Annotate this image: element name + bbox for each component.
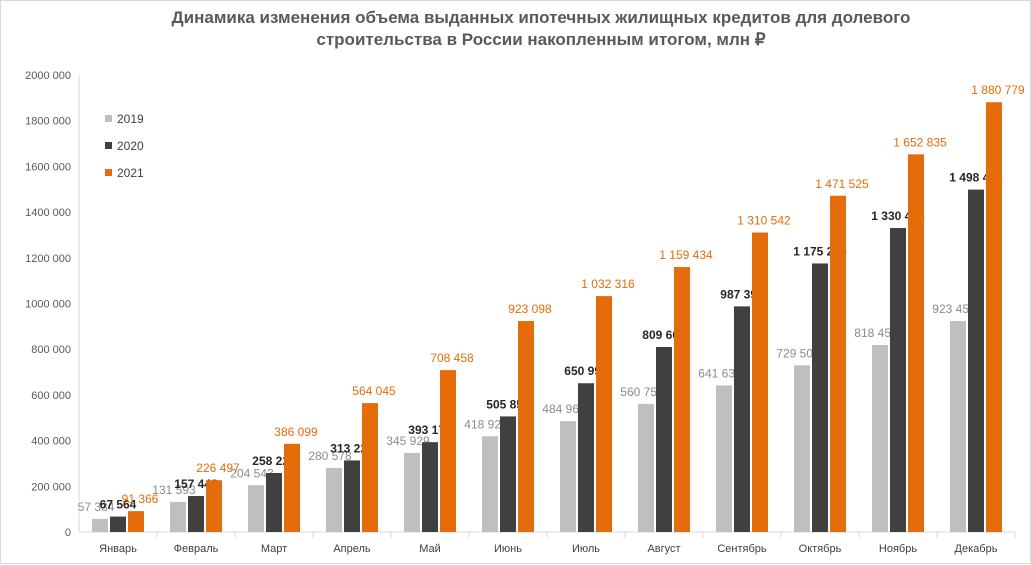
y-tick-label: 1600 000	[25, 161, 71, 173]
bar-2020-10	[812, 263, 828, 532]
bar-2019-6	[482, 436, 498, 532]
chart-title-line-2: строительства в России накопленным итого…	[316, 30, 766, 49]
data-label-2019-11: 818 452	[854, 326, 898, 340]
bar-2021-3	[284, 443, 300, 532]
data-label-2021-9: 1 310 542	[737, 214, 791, 228]
y-tick-label: 1000 000	[25, 299, 71, 311]
y-tick-label: 1800 000	[25, 116, 71, 128]
x-tick-label: Июнь	[494, 543, 522, 555]
bar-2021-10	[830, 195, 846, 532]
bar-2020-9	[734, 306, 750, 532]
x-tick-label: Июль	[572, 543, 600, 555]
x-tick-label: Март	[261, 543, 287, 555]
y-tick-label: 200 000	[31, 481, 71, 493]
x-tick-label: Октябрь	[799, 543, 842, 555]
bar-2019-10	[794, 365, 810, 532]
data-label-2019-7: 484 960	[542, 402, 586, 416]
legend-label-2021: 2021	[117, 166, 144, 180]
y-tick-label: 0	[65, 527, 71, 539]
bar-2019-4	[326, 467, 342, 532]
data-label-2019-1: 57 334	[78, 500, 115, 514]
bar-2021-9	[752, 232, 768, 533]
bar-2020-3	[266, 472, 282, 532]
data-label-2019-9: 641 636	[698, 366, 742, 380]
data-label-2021-11: 1 652 835	[893, 135, 947, 149]
x-tick-label: Декабрь	[955, 543, 998, 555]
bar-2021-5	[440, 370, 456, 532]
data-label-2021-6: 923 098	[508, 302, 552, 316]
y-tick-label: 400 000	[31, 436, 71, 448]
data-label-2021-8: 1 159 434	[659, 248, 713, 262]
y-tick-label: 600 000	[31, 390, 71, 402]
x-tick-label: Ноябрь	[879, 543, 917, 555]
bar-2021-8	[674, 267, 690, 532]
bar-2021-4	[362, 403, 378, 532]
bar-2020-4	[344, 460, 360, 532]
bar-2020-6	[500, 416, 516, 532]
bar-2019-5	[404, 452, 420, 532]
bar-2020-5	[422, 442, 438, 532]
bar-2020-1	[110, 516, 126, 532]
y-tick-label: 1200 000	[25, 253, 71, 265]
bar-2020-11	[890, 227, 906, 532]
bar-2019-1	[92, 518, 108, 532]
data-label-2019-3: 204 543	[230, 466, 274, 480]
legend-swatch-2021	[105, 169, 112, 176]
bar-2021-2	[206, 480, 222, 532]
bar-2021-1	[128, 511, 144, 532]
x-tick-label: Февраль	[174, 543, 219, 555]
x-tick-label: Январь	[99, 543, 137, 555]
legend-swatch-2020	[105, 142, 112, 149]
bar-2020-12	[968, 189, 984, 532]
bar-2019-3	[248, 485, 264, 532]
y-tick-label: 1400 000	[25, 207, 71, 219]
chart-title-line-1: Динамика изменения объема выданных ипоте…	[171, 8, 911, 27]
bar-2020-7	[578, 383, 594, 532]
x-tick-label: Апрель	[333, 543, 371, 555]
bar-2021-11	[908, 154, 924, 532]
bar-2021-12	[986, 102, 1002, 532]
data-label-2019-5: 345 929	[386, 434, 430, 448]
data-label-2019-10: 729 502	[776, 346, 820, 360]
data-label-2021-2: 226 497	[196, 461, 240, 475]
data-label-2019-8: 560 756	[620, 385, 664, 399]
bar-2019-7	[560, 421, 576, 532]
bar-2019-11	[872, 344, 888, 532]
data-label-2021-12: 1 880 779	[971, 83, 1025, 97]
data-label-2021-3: 386 099	[274, 425, 318, 439]
y-tick-label: 800 000	[31, 344, 71, 356]
legend-swatch-2019	[105, 115, 112, 122]
bar-2019-12	[950, 320, 966, 532]
x-tick-label: Август	[647, 543, 680, 555]
legend-label-2020: 2020	[117, 139, 144, 153]
data-label-2019-4: 280 578	[308, 449, 352, 463]
x-tick-label: Май	[419, 543, 441, 555]
data-label-2021-10: 1 471 525	[815, 177, 869, 191]
bar-2019-9	[716, 385, 732, 532]
data-label-2021-5: 708 458	[430, 351, 474, 365]
data-label-2020-1: 67 564	[100, 498, 137, 512]
bar-2019-2	[170, 501, 186, 532]
data-label-2019-6: 418 923	[464, 417, 508, 431]
bar-2021-7	[596, 296, 612, 532]
data-label-2019-2: 131 593	[152, 483, 196, 497]
legend-label-2019: 2019	[117, 112, 144, 126]
data-label-2019-12: 923 450	[932, 302, 976, 316]
bar-2021-6	[518, 321, 534, 532]
x-tick-label: Сентябрь	[717, 543, 767, 555]
bar-2020-8	[656, 347, 672, 532]
bar-2019-8	[638, 403, 654, 532]
bar-2020-2	[188, 496, 204, 532]
y-tick-label: 2000 000	[25, 70, 71, 82]
data-label-2021-7: 1 032 316	[581, 277, 635, 291]
data-label-2021-4: 564 045	[352, 384, 396, 398]
chart-title: Динамика изменения объема выданных ипоте…	[91, 7, 991, 51]
data-label-2021-1: 91 366	[122, 492, 159, 506]
